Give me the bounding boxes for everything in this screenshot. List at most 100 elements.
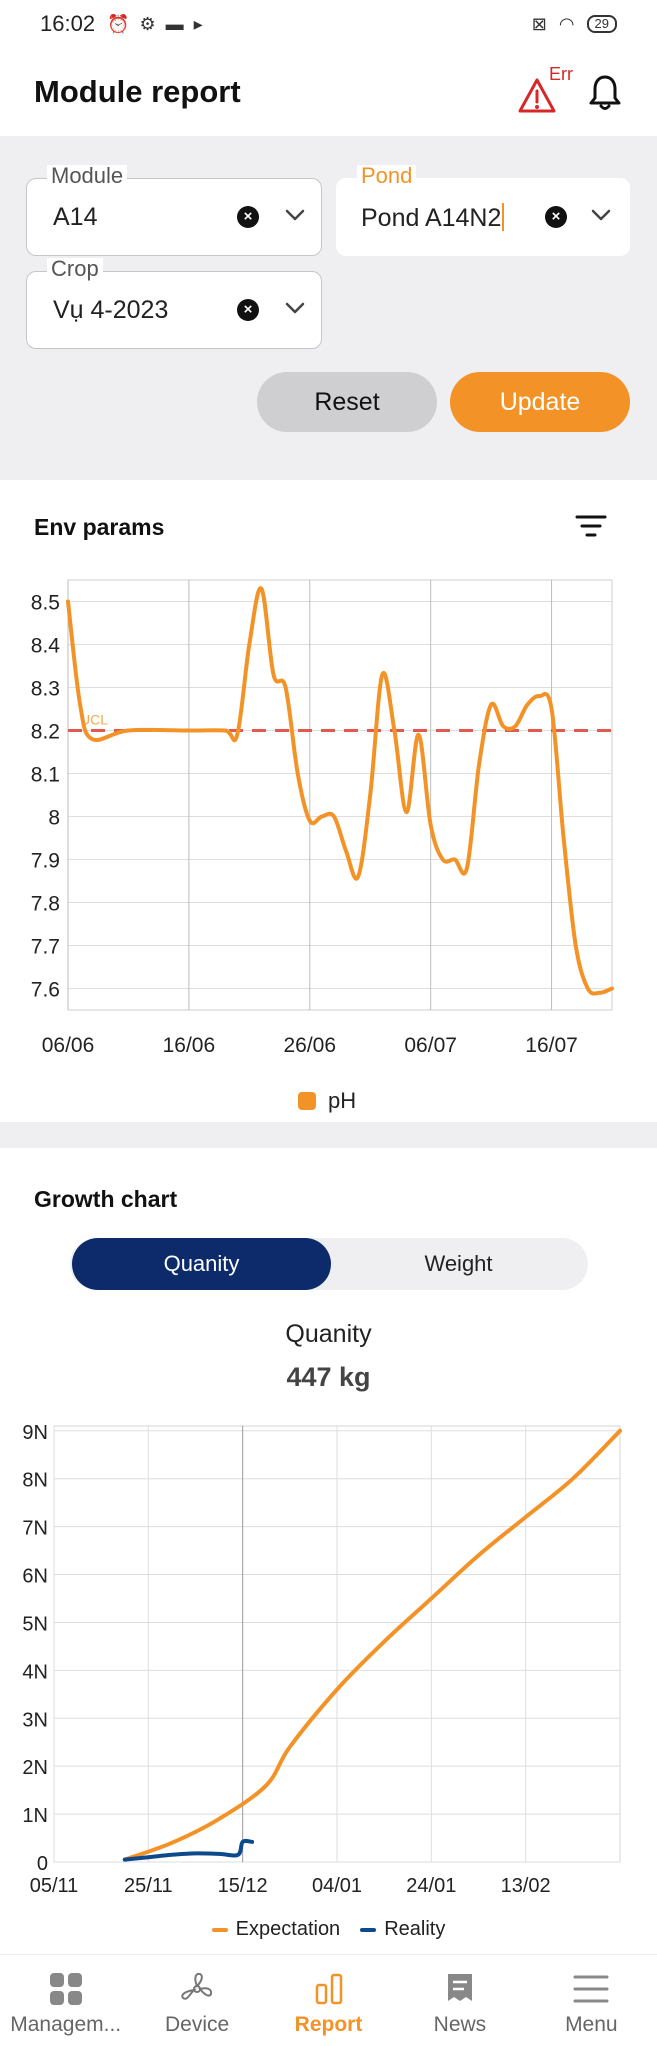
y-tick-label: 1N [22,1805,48,1827]
ph-series-line [66,586,614,996]
error-alert-button[interactable]: Err [515,64,573,116]
x-tick-label: 25/11 [124,1875,173,1897]
reset-button[interactable]: Reset [257,372,437,432]
nav-device[interactable]: Device [131,1955,262,2046]
bottom-nav: Managem... Device Report News Menu [0,1954,657,2046]
expectation-label: Expectation [235,1918,341,1940]
nav-label: Managem... [10,2013,122,2036]
nav-menu[interactable]: Menu [526,1955,657,2046]
x-tick-label: 16/06 [163,1034,216,1057]
y-tick-label: 3N [22,1709,48,1731]
y-tick-label: 7.9 [31,850,60,873]
module-label: Module [47,165,128,187]
pond-label: Pond [357,165,417,187]
reality-series-line [122,1838,255,1862]
bar-chart-icon [315,1973,342,2005]
text-cursor [502,203,505,231]
menu-icon [573,1975,609,2003]
x-tick-label: 06/07 [404,1034,457,1057]
nav-label: Device [165,2013,230,2036]
pond-value-text: Pond A14N2 [361,204,502,232]
status-time: 16:02 [40,11,96,36]
y-tick-label: 8.4 [31,635,61,658]
chevron-down-icon[interactable] [587,201,615,229]
y-tick-label: 4N [22,1661,48,1683]
section-divider [0,1122,657,1148]
legend-expectation: Expectation [211,1918,341,1941]
y-tick-label: 5N [22,1613,48,1635]
y-tick-label: 7.6 [31,979,60,1002]
nav-label: News [433,2013,487,2036]
y-tick-label: 8.2 [31,721,60,744]
reality-swatch [360,1927,377,1932]
module-select[interactable]: Module A14 × [26,165,322,256]
filter-icon[interactable] [574,512,608,540]
expectation-series-line [122,1428,622,1862]
x-tick-label: 06/06 [42,1034,95,1057]
header-actions: Err [515,64,623,116]
nav-label: Report [294,2013,363,2036]
nav-news[interactable]: News [394,1955,525,2046]
status-icons: ⏰ ⚙ ▬ ▸ [107,14,203,35]
crop-label: Crop [47,258,103,280]
tab-weight[interactable]: Weight [424,1251,493,1276]
fan-icon [181,1972,213,2000]
env-params-chart: 8.5 8.4 8.3 8.2 8.1 8 7.9 7.8 7.7 7.6 06/06 16/06 26… [31,579,614,1057]
metric-value: 447 kg [286,1362,371,1392]
y-tick-label: 9N [22,1422,48,1444]
y-tick-label: 7.8 [31,893,60,916]
growth-chart-title: Growth chart [34,1186,178,1212]
play-icon: ▸ [193,13,203,34]
y-tick-label: 7.7 [31,936,60,959]
news-icon [447,1974,472,2001]
tab-quantity[interactable]: Quanity [72,1238,331,1290]
ucl-label: UCL [80,712,108,728]
status-indicators: ⊠ ◠ 29 [532,14,617,35]
warning-icon [518,78,556,113]
reality-label: Reality [384,1918,446,1940]
chevron-down-icon[interactable] [281,201,309,229]
y-tick-label: 6N [22,1566,48,1588]
error-badge: Err [549,64,573,84]
growth-legend: Expectation Reality [0,1918,657,1941]
x-tick-label: 05/11 [30,1875,79,1897]
x-tick-label: 26/06 [283,1034,336,1057]
legend-reality: Reality [360,1918,445,1941]
x-tick-label: 15/12 [218,1875,268,1897]
crop-value: Vụ 4-2023 [53,296,169,324]
battery-icon: 29 [586,15,617,33]
crop-clear-icon[interactable]: × [237,299,259,321]
y-tick-label: 8.5 [31,592,60,615]
page-title: Module report [34,74,241,109]
grid-icon [49,1973,82,2005]
env-legend: pH [298,1088,356,1114]
alarm-icon: ⏰ [107,13,130,34]
sim-icon: ⊠ [531,13,547,34]
x-tick-label: 24/01 [406,1875,456,1897]
growth-chart: 0 1N 2N 3N 4N 5N 6N 7N 8N 9N 05/11 25/11 15/12 04/01 2… [22,1422,622,1897]
ph-legend-label: pH [328,1088,357,1113]
x-tick-label: 16/07 [525,1034,578,1057]
y-tick-label: 8 [48,807,60,830]
y-tick-label: 7N [22,1518,48,1540]
nav-report[interactable]: Report [263,1955,394,2046]
update-button[interactable]: Update [450,372,630,432]
metric-title: Quanity [285,1320,372,1348]
pond-select[interactable]: Pond Pond A14N2 × [336,165,630,256]
y-tick-label: 8N [22,1470,48,1492]
settings-icon: ⚙ [139,13,156,34]
bell-icon[interactable] [587,72,623,112]
pond-value[interactable]: Pond A14N2 [361,203,505,233]
env-params-title: Env params [34,514,165,540]
ph-legend-swatch [298,1092,316,1110]
crop-select[interactable]: Crop Vụ 4-2023 × [26,258,322,349]
pond-clear-icon[interactable]: × [545,206,567,228]
chevron-down-icon[interactable] [281,294,309,322]
nav-management[interactable]: Managem... [0,1955,131,2046]
module-clear-icon[interactable]: × [237,206,259,228]
expectation-swatch [211,1927,228,1932]
nav-label: Menu [565,2013,618,2036]
wifi-icon: ◠ [558,13,575,34]
module-value: A14 [53,203,98,231]
x-tick-label: 04/01 [312,1875,362,1897]
